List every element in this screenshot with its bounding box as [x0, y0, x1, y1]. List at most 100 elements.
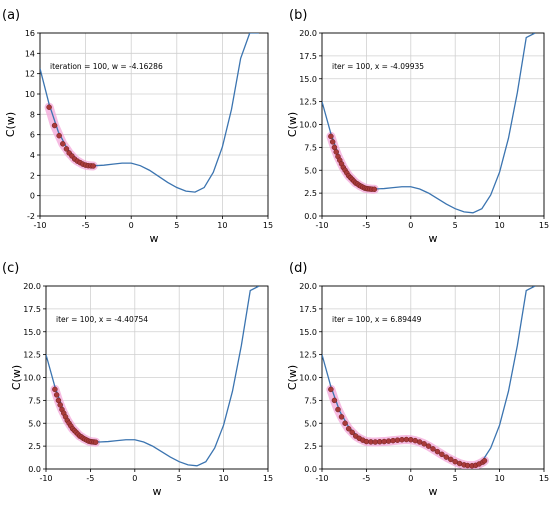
iterate-point — [338, 414, 345, 420]
iterate-point — [333, 149, 339, 155]
iterate-point — [421, 441, 427, 447]
iteration-annotation: iteration = 100, w = -4.16286 — [50, 62, 163, 71]
iterate-point — [328, 133, 334, 140]
iterate-point — [331, 144, 338, 151]
x-tick-label: 10 — [217, 221, 227, 230]
panel-label: (c) — [2, 261, 19, 276]
x-tick-label: -10 — [315, 221, 328, 230]
y-tick-label: 10.0 — [23, 374, 41, 383]
x-tick-label: 0 — [408, 474, 413, 483]
y-tick-label: 12.5 — [23, 351, 41, 360]
iterate-point — [57, 402, 63, 408]
x-tick-label: 15 — [539, 221, 549, 230]
y-axis-label: C(w) — [4, 112, 17, 137]
x-tick-label: 15 — [539, 474, 549, 483]
y-axis-label: C(w) — [286, 365, 299, 390]
y-tick-label: 0.0 — [304, 465, 317, 474]
iterate-point — [448, 456, 454, 463]
iterate-point — [335, 406, 341, 413]
y-tick-label: 2.5 — [304, 189, 317, 198]
y-tick-label: 4 — [30, 151, 35, 160]
iterate-point — [60, 141, 66, 147]
y-tick-label: 6 — [30, 131, 35, 140]
iterate-point — [349, 429, 355, 436]
x-tick-label: 10 — [495, 221, 505, 230]
iterate-point — [443, 454, 450, 460]
y-tick-label: 5.0 — [304, 419, 317, 428]
y-tick-label: 8 — [30, 110, 35, 119]
iterate-point — [345, 425, 352, 432]
chart-panel-d: (d) -10 -5 0 5 10 15 0.0 2.5 5.0 7.5 10.0 12.5 15.0 17… — [286, 261, 549, 498]
iterate-point — [371, 186, 378, 193]
y-tick-label: 17.5 — [299, 52, 317, 61]
iteration-annotation: iter = 100, x = -4.09935 — [332, 62, 424, 71]
y-tick-label: 15.0 — [299, 75, 317, 84]
y-tick-label: 7.5 — [304, 396, 317, 405]
x-axis-label: w — [153, 485, 162, 498]
y-tick-label: 2.5 — [304, 442, 317, 451]
x-tick-label: 0 — [129, 221, 134, 230]
cost-curve — [40, 33, 259, 193]
plot-area — [322, 286, 536, 469]
x-tick-label: -5 — [82, 221, 90, 230]
x-axis-label: w — [429, 485, 438, 498]
x-tick-label: -10 — [315, 474, 328, 483]
iterate-point — [51, 122, 58, 129]
plot-area — [46, 286, 260, 467]
y-axis-label: C(w) — [10, 365, 23, 390]
iterate-point — [434, 448, 441, 455]
y-tick-label: 0.0 — [304, 212, 317, 221]
iterate-point — [46, 104, 52, 110]
iterate-point — [342, 420, 348, 426]
chart-panel-b: (b) -10 -5 0 5 10 15 0.0 2.5 5.0 7.5 10.0 12.5 15.0 17… — [286, 8, 549, 245]
iterate-point — [56, 132, 62, 139]
chart-panel-c: (c) -10 -5 0 5 10 15 0.0 2.5 5.0 7.5 10.0 12.5 15.0 17… — [2, 261, 273, 498]
iterate-point — [92, 439, 99, 445]
plot-area — [322, 33, 536, 214]
axes-frame — [39, 32, 269, 217]
y-tick-label: 2.5 — [28, 442, 41, 451]
y-tick-label: 17.5 — [299, 305, 317, 314]
y-tick-label: 15.0 — [299, 328, 317, 337]
y-tick-label: 12 — [25, 70, 35, 79]
y-tick-label: 20.0 — [23, 282, 41, 291]
x-tick-label: 5 — [453, 221, 458, 230]
y-axis-label: C(w) — [286, 112, 299, 137]
x-tick-label: 15 — [263, 221, 273, 230]
x-axis-label: w — [429, 232, 438, 245]
iterate-point — [328, 386, 334, 393]
iterate-point — [53, 392, 60, 398]
y-tick-label: 10.0 — [299, 121, 317, 130]
x-tick-label: 5 — [177, 474, 182, 483]
trajectory-glow — [326, 384, 490, 469]
iteration-annotation: iter = 100, x = -4.40754 — [56, 315, 148, 324]
y-tick-label: 7.5 — [28, 396, 41, 405]
x-tick-label: 0 — [132, 474, 137, 483]
y-tick-label: 16 — [25, 29, 35, 38]
x-axis-label: w — [150, 232, 159, 245]
y-tick-label: 12.5 — [299, 98, 317, 107]
panel-label: (b) — [289, 8, 307, 23]
iterate-point — [481, 458, 488, 464]
x-tick-label: -5 — [362, 474, 370, 483]
chart-panel-a: (a) -10 -5 0 5 10 15 -2 0 2 4 6 8 10 12 14 16 w C(w) iterat… — [2, 8, 273, 245]
y-tick-label: 20.0 — [299, 29, 317, 38]
x-tick-label: -10 — [33, 221, 46, 230]
y-tick-label: 0 — [30, 192, 35, 201]
x-tick-label: 15 — [263, 474, 273, 483]
y-tick-label: 5.0 — [28, 419, 41, 428]
x-tick-label: 10 — [495, 474, 505, 483]
y-tick-label: 5.0 — [304, 166, 317, 175]
iterate-point — [329, 139, 336, 145]
y-tick-label: 10 — [25, 90, 35, 99]
iterate-point — [55, 397, 62, 404]
x-tick-label: -5 — [362, 221, 370, 230]
iteration-annotation: iter = 100, x = 6.89449 — [332, 315, 422, 324]
y-tick-label: 2 — [30, 171, 35, 180]
y-tick-label: 17.5 — [23, 305, 41, 314]
y-tick-label: -2 — [27, 212, 35, 221]
x-tick-label: 5 — [453, 474, 458, 483]
iterate-point — [425, 443, 432, 449]
panel-label: (d) — [289, 261, 307, 276]
